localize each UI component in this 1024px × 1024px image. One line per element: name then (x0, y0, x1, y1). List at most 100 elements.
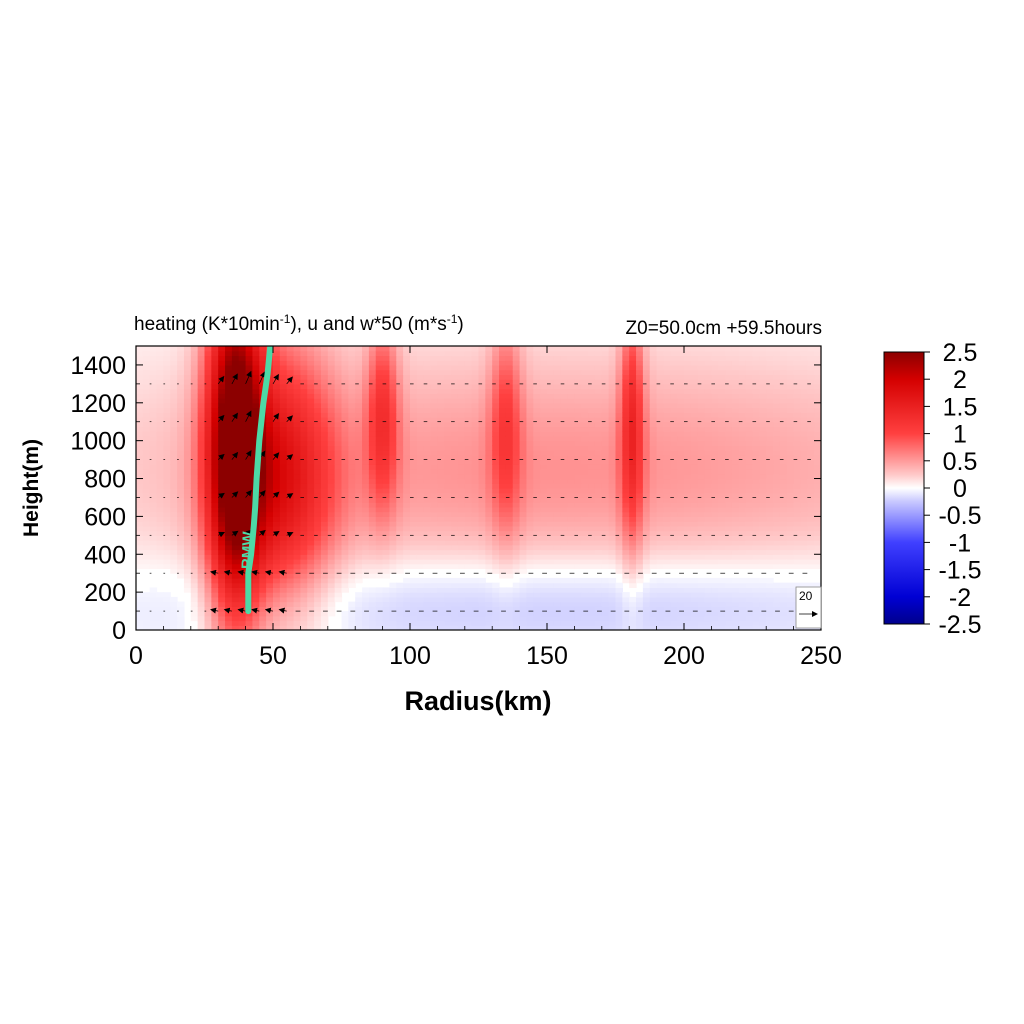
heating-cell (471, 535, 480, 541)
heating-cell (396, 464, 404, 470)
heating-cell (505, 488, 514, 494)
heating-cell (430, 563, 438, 570)
heating-cell (711, 549, 719, 555)
heating-cell (362, 417, 370, 423)
heating-cell (567, 478, 575, 484)
heating-cell (362, 573, 370, 579)
heating-cell (451, 506, 459, 513)
heating-cell (204, 421, 212, 428)
heating-cell (718, 459, 726, 465)
heating-cell (211, 398, 219, 404)
heating-cell (499, 540, 507, 546)
heating-cell (231, 601, 240, 607)
heating-cell (457, 511, 466, 517)
heating-cell (629, 450, 637, 456)
heating-cell (252, 379, 260, 385)
heating-cell (403, 445, 411, 451)
heating-cell (690, 459, 699, 465)
heating-cell (670, 516, 678, 522)
heating-cell (266, 625, 274, 630)
heating-cell (574, 587, 582, 593)
heating-cell (279, 469, 288, 475)
heating-cell (684, 478, 692, 484)
heating-cell (608, 473, 617, 480)
heating-cell (204, 615, 212, 622)
heating-cell (403, 577, 411, 584)
heating-cell (279, 450, 288, 456)
heating-cell (382, 426, 391, 432)
heating-cell (601, 393, 610, 399)
heating-cell (423, 417, 432, 423)
heating-cell (718, 412, 726, 418)
heating-cell (574, 459, 582, 465)
heating-cell (327, 492, 336, 499)
heating-cell (341, 521, 349, 527)
heating-cell (396, 563, 404, 570)
heating-cell (711, 596, 719, 603)
heating-cell (690, 440, 699, 446)
heating-cell (629, 393, 637, 399)
heating-cell (170, 497, 178, 503)
heating-cell (526, 440, 534, 446)
heating-cell (273, 473, 281, 480)
heating-cell (547, 516, 555, 522)
heating-cell (574, 435, 582, 442)
heating-cell (499, 473, 507, 480)
heating-cell (478, 606, 486, 612)
heating-cell (553, 540, 562, 546)
heating-cell (622, 497, 630, 503)
heating-cell (273, 393, 281, 399)
heating-cell (444, 582, 452, 588)
heating-cell (266, 596, 274, 603)
heating-cell (601, 592, 610, 598)
heating-cell (492, 549, 500, 555)
heating-cell (581, 464, 589, 470)
heating-cell (547, 355, 555, 361)
heating-cell (225, 407, 233, 413)
heating-cell (190, 393, 199, 399)
heating-cell (403, 606, 411, 612)
heating-cell (629, 364, 637, 371)
heating-cell (622, 502, 630, 508)
heating-cell (142, 592, 151, 598)
heating-cell (684, 417, 692, 423)
heating-cell (540, 554, 548, 560)
heating-cell (533, 502, 541, 508)
heating-cell (368, 530, 377, 536)
heating-cell (615, 435, 623, 442)
heating-cell (601, 497, 610, 503)
heating-cell (225, 364, 233, 371)
heating-cell (341, 540, 349, 546)
heating-cell (581, 421, 589, 428)
heating-cell (355, 625, 363, 630)
heating-cell (629, 445, 637, 451)
heating-cell (225, 592, 233, 598)
heating-cell (320, 492, 329, 499)
heating-cell (615, 615, 623, 622)
heating-cell (403, 596, 411, 603)
heating-cell (636, 540, 644, 546)
heating-cell (231, 573, 240, 579)
heating-cell (437, 412, 445, 418)
heating-cell (149, 464, 158, 470)
heating-cell (163, 497, 171, 503)
heating-cell (334, 497, 343, 503)
heating-cell (437, 454, 445, 461)
heating-cell (457, 577, 466, 584)
heating-cell (314, 525, 322, 532)
heating-cell (533, 426, 541, 432)
heating-cell (279, 374, 288, 380)
heating-cell (423, 393, 432, 399)
heating-cell (410, 625, 418, 630)
heating-cell (533, 582, 541, 588)
heating-cell (711, 355, 719, 361)
heating-cell (396, 601, 404, 607)
heating-cell (368, 483, 377, 489)
heating-cell (711, 421, 719, 428)
heating-cell (231, 568, 240, 574)
heating-cell (588, 421, 596, 428)
heating-cell (300, 346, 308, 352)
heating-cell (547, 393, 555, 399)
heating-cell (670, 540, 678, 546)
heating-cell (327, 473, 336, 480)
